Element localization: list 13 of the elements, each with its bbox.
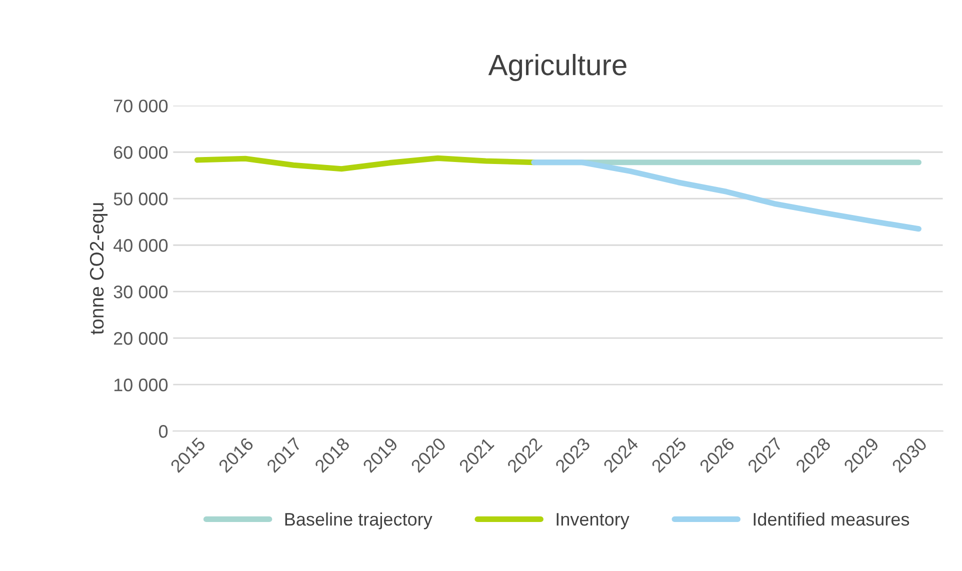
y-tick-label: 30 000 [114,286,168,298]
y-tick-label: 20 000 [114,332,168,345]
legend-label: Identified measures [754,512,910,526]
chart-title: Agriculture [488,54,626,82]
legend-label: Baseline trajectory [285,512,432,530]
y-tick-label: 40 000 [113,239,168,252]
y-tick-label: 70 000 [114,100,168,112]
y-tick-label: 50 000 [114,192,168,206]
y-axis-title: tonne CO2-equ [90,203,108,335]
y-tick-label: 60 000 [114,146,168,159]
legend-label: Inventory [556,513,630,530]
y-tick-label: 10 000 [114,378,168,392]
y-tick-label: 0 [158,425,168,438]
